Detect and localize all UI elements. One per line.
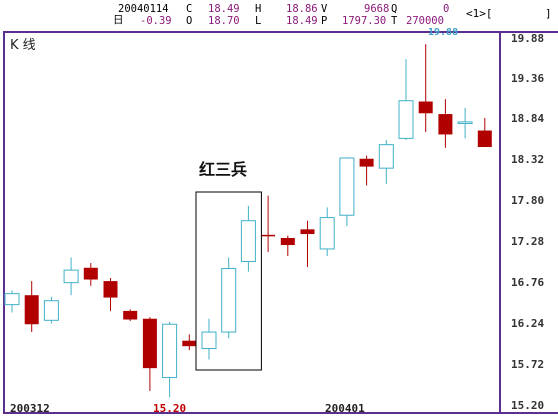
candle-down xyxy=(123,310,138,320)
y-tick-2: 18.84 xyxy=(511,112,545,125)
volume-label: V xyxy=(321,3,328,15)
candle-down xyxy=(438,114,453,135)
y-tick-8: 15.72 xyxy=(511,358,545,371)
candle-down xyxy=(261,234,276,237)
candle-up xyxy=(221,268,237,333)
candle-up xyxy=(398,100,414,139)
close-value: 18.49 xyxy=(208,3,240,15)
candle-up xyxy=(63,269,79,284)
y-tick-7: 16.24 xyxy=(511,317,545,330)
t-label: T xyxy=(391,15,398,27)
volume-value: 9668 xyxy=(364,3,390,15)
candle-up xyxy=(43,300,59,321)
candle-down xyxy=(24,295,39,325)
y-tick-6: 16.76 xyxy=(511,276,545,289)
period-selector[interactable]: <1>[ xyxy=(466,7,493,20)
price-axis xyxy=(501,31,558,414)
candle-down xyxy=(477,130,492,148)
candle-down xyxy=(418,101,433,114)
candle-down xyxy=(359,158,374,167)
date-value: 20040114 xyxy=(118,3,169,15)
y-tick-9: 15.20 xyxy=(511,399,545,412)
price-label: P xyxy=(321,15,328,27)
low-price-marker: 15.20 xyxy=(153,402,187,415)
low-label: L xyxy=(255,15,262,27)
x-tick-1: 200401 xyxy=(325,402,365,415)
price-value: 1797.30 xyxy=(342,15,387,27)
y-tick-1: 19.36 xyxy=(511,72,545,85)
high-label: H xyxy=(255,3,262,15)
t-value: 270000 xyxy=(406,15,444,27)
q-value: 0 xyxy=(443,3,450,15)
quote-header: 20040114 C 18.49 H 18.86 V 9668 Q 0 <1>[… xyxy=(0,0,558,30)
close-label: C xyxy=(186,3,193,15)
y-tick-0: 19.88 xyxy=(511,32,545,45)
candle-up xyxy=(162,323,178,379)
candle-down xyxy=(142,318,157,369)
y-tick-3: 18.32 xyxy=(511,153,545,166)
low-value: 18.49 xyxy=(286,15,318,27)
candle-up xyxy=(240,220,256,262)
candle-down xyxy=(103,281,118,298)
chart-title: K 线 xyxy=(10,38,36,53)
high-value: 18.86 xyxy=(286,3,318,15)
high-price-marker: 19.88 xyxy=(428,27,459,38)
candle-up xyxy=(4,293,20,306)
x-tick-0: 200312 xyxy=(10,402,50,415)
candle-down xyxy=(83,267,98,280)
candle-up xyxy=(201,331,217,350)
open-label: O xyxy=(186,15,193,27)
change-value: -0.39 xyxy=(140,15,172,27)
candle-up xyxy=(457,121,473,124)
candle-down xyxy=(280,237,295,246)
candle-down xyxy=(300,229,315,235)
candle-up xyxy=(319,217,335,250)
period-day-label: 日 xyxy=(113,14,124,26)
candle-up xyxy=(378,144,394,169)
open-value: 18.70 xyxy=(208,15,240,27)
q-label: Q xyxy=(391,3,398,15)
bracket-end: ] xyxy=(545,7,552,20)
candle-down xyxy=(182,340,197,347)
candle-up xyxy=(339,157,355,216)
red-three-soldiers-label: 红三兵 xyxy=(199,160,248,179)
y-tick-4: 17.80 xyxy=(511,194,545,207)
y-tick-5: 17.28 xyxy=(511,235,545,248)
pattern-highlight-box xyxy=(195,191,262,371)
